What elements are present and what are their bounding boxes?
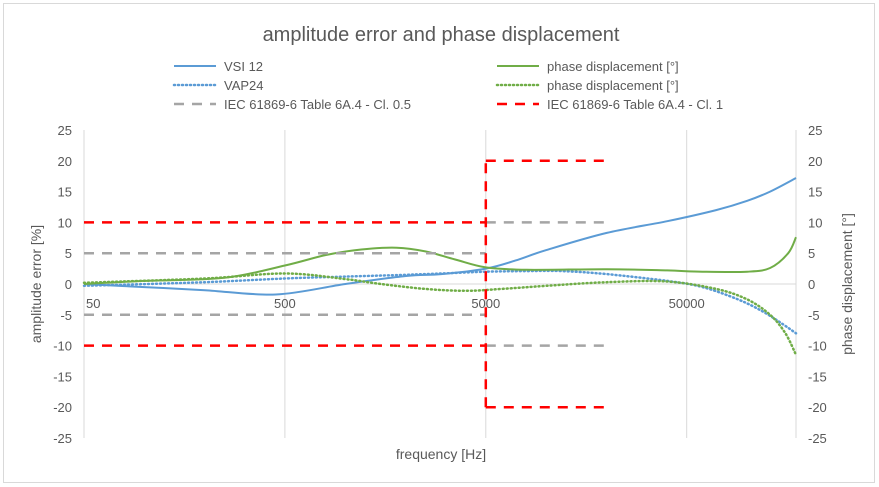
y-tick-label: 25 (58, 123, 72, 138)
x-tick-label: 5000 (471, 296, 500, 311)
y-tick-label: 5 (65, 246, 72, 261)
series-layer (82, 159, 798, 409)
y2-tick-label: 5 (808, 246, 815, 261)
y-tick-label: -15 (53, 369, 72, 384)
legend-label: phase displacement [°] (547, 59, 679, 74)
legend-label: VAP24 (224, 78, 264, 93)
y-tick-label: 0 (65, 277, 72, 292)
y-axis-label: amplitude error [%] (28, 225, 44, 343)
y-tick-label: 15 (58, 185, 72, 200)
x-tick-label: 50000 (669, 296, 705, 311)
legend-label: IEC 61869-6 Table 6A.4 - Cl. 1 (547, 97, 723, 112)
y2-tick-label: 15 (808, 185, 822, 200)
y-tick-label: -5 (60, 308, 72, 323)
legend-label: IEC 61869-6 Table 6A.4 - Cl. 0.5 (224, 97, 411, 112)
series-1-line (82, 269, 798, 335)
y-tick-label: -25 (53, 431, 72, 446)
y2-axis-label: phase displacement [°] (839, 213, 855, 355)
series-0-line (83, 177, 797, 296)
y2-tick-label: 20 (808, 154, 822, 169)
y2-tick-label: 0 (808, 277, 815, 292)
y2-axis-ticks: 25 20 15 10 5 0 -5 -10 -15 -20 -25 (808, 123, 827, 446)
x-axis-ticks: 50 500 5000 50000 (86, 296, 705, 311)
chart: amplitude error and phase displacement V… (28, 24, 855, 462)
y2-tick-label: -5 (808, 308, 820, 323)
x-tick-label: 50 (86, 296, 100, 311)
series-2-line (83, 236, 797, 285)
series-3-line (82, 272, 798, 357)
x-axis-label: frequency [Hz] (396, 446, 486, 462)
y-tick-label: -10 (53, 339, 72, 354)
y-tick-label: -20 (53, 400, 72, 415)
legend-label: VSI 12 (224, 59, 263, 74)
y-tick-label: 10 (58, 215, 72, 230)
x-tick-label: 500 (274, 296, 296, 311)
y-axis-ticks: 25 20 15 10 5 0 -5 -10 -15 -20 -25 (53, 123, 72, 446)
y2-tick-label: -20 (808, 400, 827, 415)
y2-tick-label: -25 (808, 431, 827, 446)
chart-title: amplitude error and phase displacement (263, 24, 620, 46)
chart-frame: amplitude error and phase displacement V… (3, 3, 875, 483)
y2-tick-label: -15 (808, 369, 827, 384)
y2-tick-label: 25 (808, 123, 822, 138)
y2-tick-label: -10 (808, 339, 827, 354)
y-tick-label: 20 (58, 154, 72, 169)
legend-label: phase displacement [°] (547, 78, 679, 93)
legend: VSI 12 phase displacement [°] VAP24 phase d… (172, 59, 723, 112)
y2-tick-label: 10 (808, 215, 822, 230)
